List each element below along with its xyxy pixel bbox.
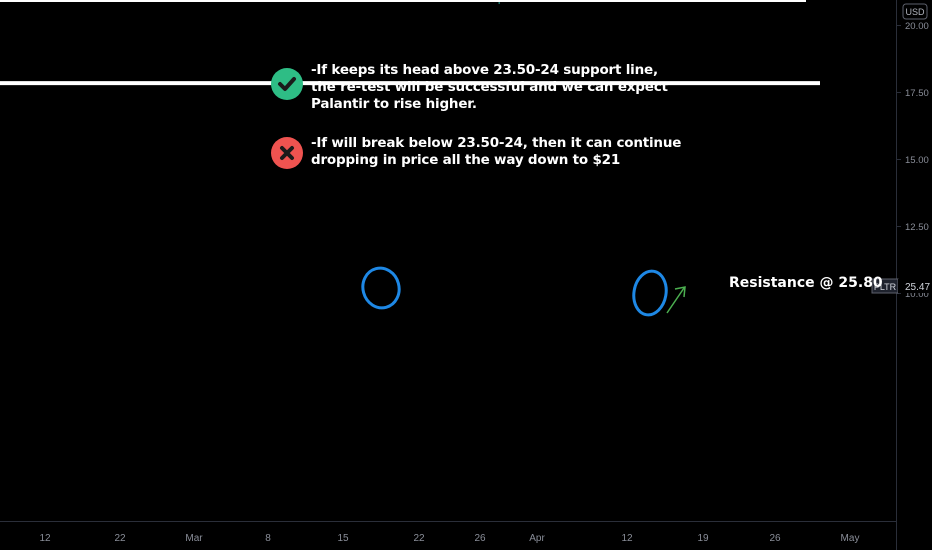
- x-tick-label: 26: [474, 533, 486, 544]
- y-tick-label: 20.00: [905, 21, 929, 32]
- overlays: [0, 0, 820, 317]
- last-price-label: 25.47: [905, 282, 930, 293]
- resistance-label: Resistance @ 25.80: [729, 275, 883, 291]
- note-bullish-line-2: the re-test will be successful and we ca…: [311, 79, 668, 95]
- note-bullish-line-3: Palantir to rise higher.: [311, 96, 477, 112]
- x-tick-label: 8: [265, 533, 271, 544]
- y-tick-label: 17.50: [905, 88, 929, 99]
- time-axis[interactable]: 12 22 Mar 8 15 22 26 Apr 12 19 26 May: [39, 533, 859, 544]
- x-tick-label: 15: [337, 533, 349, 544]
- y-tick-label: 15.00: [905, 155, 929, 166]
- x-tick-label: 26: [769, 533, 781, 544]
- note-bullish: -If keeps its head above 23.50-24 suppor…: [311, 62, 668, 113]
- currency-label: USD: [905, 7, 925, 17]
- x-tick-label: 12: [621, 533, 633, 544]
- x-tick-label: Mar: [185, 533, 203, 544]
- y-tick-label: 10.00: [905, 289, 929, 300]
- check-icon: [271, 68, 303, 100]
- last-price-tag: [898, 279, 932, 293]
- x-tick-label: 12: [39, 533, 51, 544]
- x-tick-label: 19: [697, 533, 709, 544]
- symbol-label: PLTR: [874, 282, 897, 292]
- note-bearish: -If will break below 23.50-24, then it c…: [311, 135, 681, 169]
- y-tick-label: 12.50: [905, 222, 929, 233]
- highlight-circle: [632, 269, 668, 317]
- x-tick-label: Apr: [529, 533, 545, 544]
- note-bearish-line-2: dropping in price all the way down to $2…: [311, 152, 621, 168]
- arrow-head: [674, 286, 686, 298]
- currency-box: [902, 3, 928, 20]
- x-tick-label: May: [841, 533, 860, 544]
- highlight-circle: [361, 266, 401, 310]
- note-bullish-line-1: -If keeps its head above 23.50-24 suppor…: [311, 62, 658, 78]
- price-axis[interactable]: 10.0012.5015.0017.5020.0022.5025.0027.50…: [897, 0, 929, 300]
- x-tick-label: 22: [114, 533, 126, 544]
- cross-icon: [271, 137, 303, 169]
- arrow-shaft: [666, 287, 685, 314]
- x-tick-label: 22: [413, 533, 425, 544]
- note-bearish-line-1: -If will break below 23.50-24, then it c…: [311, 135, 682, 151]
